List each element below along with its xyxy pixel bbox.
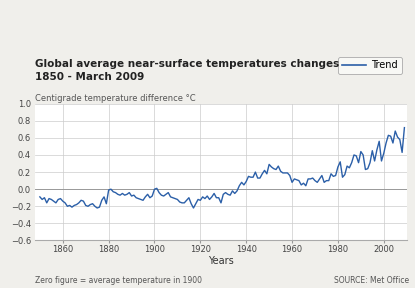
Line: Trend: Trend [40,128,404,208]
Trend [242,183,247,187]
Trend [276,164,281,168]
Trend [402,126,407,129]
Trend [338,160,343,164]
Trend [37,195,42,199]
Trend [113,191,118,194]
Trend [95,206,100,210]
Text: SOURCE: Met Office: SOURCE: Met Office [334,276,409,285]
Text: Centigrade temperature difference °C: Centigrade temperature difference °C [35,94,196,103]
Text: 1850 - March 2009: 1850 - March 2009 [35,72,144,82]
Trend [143,195,148,199]
Text: Global average near-surface temperatures changes: Global average near-surface temperatures… [35,59,339,69]
Text: Zero figure = average temperature in 1900: Zero figure = average temperature in 190… [35,276,202,285]
Trend [386,134,391,137]
X-axis label: Years: Years [208,256,234,266]
Legend: Trend: Trend [338,56,402,74]
